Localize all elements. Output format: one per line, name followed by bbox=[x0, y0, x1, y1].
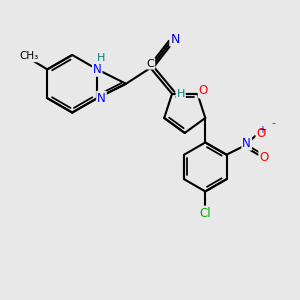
Text: +: + bbox=[258, 125, 266, 135]
Text: O: O bbox=[259, 151, 268, 164]
Text: N: N bbox=[242, 137, 251, 150]
Text: N: N bbox=[97, 92, 106, 105]
Text: H: H bbox=[176, 89, 185, 99]
Text: -: - bbox=[271, 118, 275, 128]
Text: H: H bbox=[97, 53, 106, 63]
Text: C: C bbox=[147, 58, 154, 69]
Text: O: O bbox=[199, 85, 208, 98]
Text: N: N bbox=[93, 63, 102, 76]
Text: O: O bbox=[256, 127, 266, 140]
Text: CH₃: CH₃ bbox=[19, 51, 38, 62]
Text: N: N bbox=[170, 33, 180, 46]
Text: Cl: Cl bbox=[200, 206, 211, 220]
